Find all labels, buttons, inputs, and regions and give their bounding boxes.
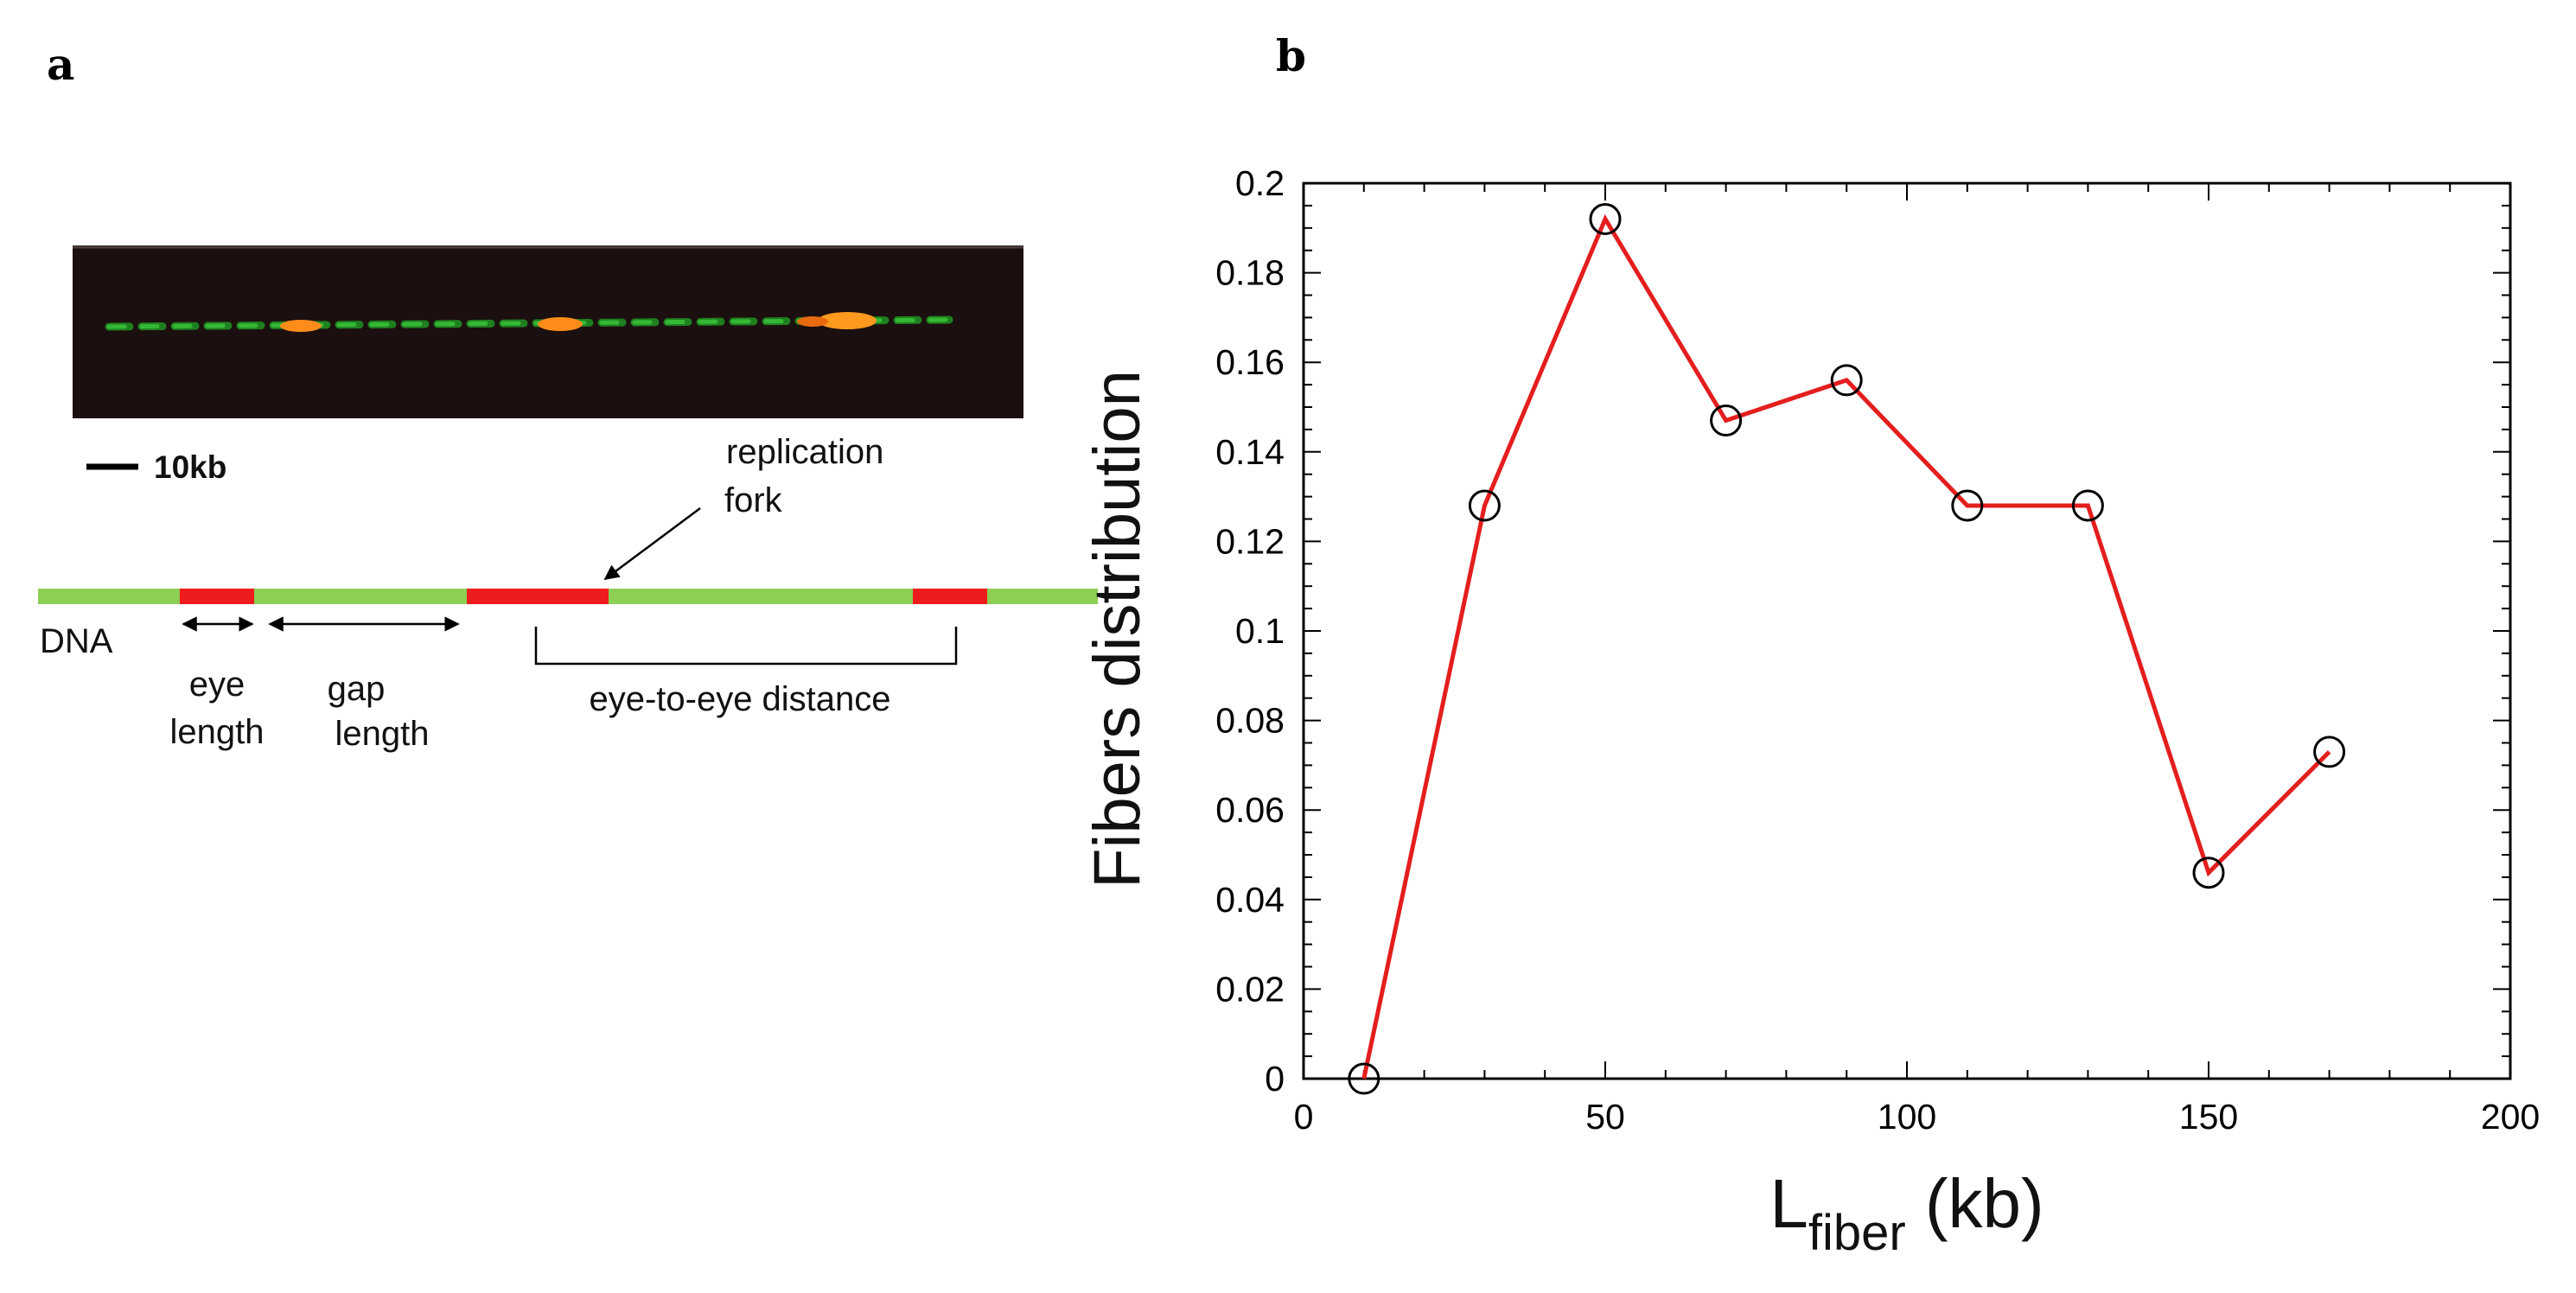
data-point: [2071, 489, 2104, 522]
panel-a: a 10kb replication fork DNA e: [38, 39, 1098, 753]
replication-fork-arrow: [603, 506, 701, 581]
y-tick-label: 0.18: [1215, 253, 1285, 293]
data-point: [1710, 404, 1743, 437]
x-tick-label: 200: [2481, 1097, 2540, 1137]
y-tick-label: 0.04: [1215, 880, 1285, 920]
axis-ticks: [1303, 182, 2511, 1080]
x-axis-label-unit: (kb): [1906, 1165, 2044, 1242]
data-point: [1951, 489, 1984, 522]
y-tick-label: 0.14: [1215, 432, 1285, 472]
replication-fork-label-line2: fork: [724, 481, 783, 519]
eye-to-eye-label: eye-to-eye distance: [589, 680, 890, 718]
eye-to-eye-bracket: [534, 627, 958, 666]
x-axis-label: Lfiber (kb): [1769, 1165, 2044, 1261]
gap-length-label-line2: length: [335, 715, 430, 753]
y-tick-label: 0.2: [1235, 163, 1285, 203]
x-tick-label: 150: [2179, 1097, 2238, 1137]
micrograph-background: [73, 245, 1023, 418]
plot-frame: [1302, 182, 2512, 1080]
x-tick-label: 100: [1878, 1097, 1936, 1137]
panel-a-letter: a: [47, 39, 74, 90]
dna-schematic: [38, 589, 1098, 604]
series-line: [1361, 213, 2331, 1080]
tick-labels: 0 50 100 150 200 0 0.02 0.04 0.06 0.08 0.1 0.12 0.14…: [1215, 163, 2540, 1137]
y-tick-label: 0.1: [1235, 611, 1285, 651]
replication-eye: [180, 589, 254, 604]
y-tick-label: 0.12: [1215, 521, 1285, 561]
fiber-micrograph: [73, 245, 1023, 418]
y-tick-label: 0.02: [1215, 969, 1285, 1009]
data-point: [1348, 1062, 1380, 1095]
x-tick-label: 0: [1294, 1097, 1314, 1137]
replication-eye: [913, 589, 987, 604]
y-tick-label: 0.16: [1215, 342, 1285, 382]
data-point: [1589, 202, 1622, 235]
replication-signal: [818, 312, 877, 329]
data-point: [1830, 364, 1863, 397]
data-point: [2313, 736, 2346, 768]
panel-b: b 0 50 100 150 200 0 0.02 0.04 0.06 0.08 0.1 0.12 0.…: [1081, 30, 2540, 1261]
replication-signal: [538, 317, 583, 331]
eye-length-label-line2: length: [170, 713, 265, 751]
data-series: [1348, 202, 2346, 1095]
y-tick-label: 0.08: [1215, 701, 1285, 741]
panel-b-letter: b: [1276, 30, 1306, 81]
fibers-distribution-chart: 0 50 100 150 200 0 0.02 0.04 0.06 0.08 0.1 0.12 0.14…: [1081, 163, 2540, 1261]
data-point: [2192, 857, 2225, 889]
y-tick-label: 0.06: [1215, 790, 1285, 830]
gap-length-label-line1: gap: [328, 670, 386, 708]
x-axis-label-main: L: [1769, 1165, 1808, 1242]
x-axis-label-subscript: fiber: [1808, 1205, 1906, 1261]
y-axis-label: Fibers distribution: [1081, 370, 1154, 889]
data-point: [1468, 489, 1501, 522]
eye-length-label-line1: eye: [189, 666, 245, 704]
dna-label: DNA: [40, 622, 113, 660]
y-tick-label: 0: [1265, 1059, 1285, 1099]
replication-signal: [280, 320, 322, 332]
x-tick-label: 50: [1585, 1097, 1625, 1137]
replication-eye: [467, 589, 609, 604]
scale-bar-label: 10kb: [154, 449, 226, 485]
replication-fork-label-line1: replication: [726, 433, 883, 471]
